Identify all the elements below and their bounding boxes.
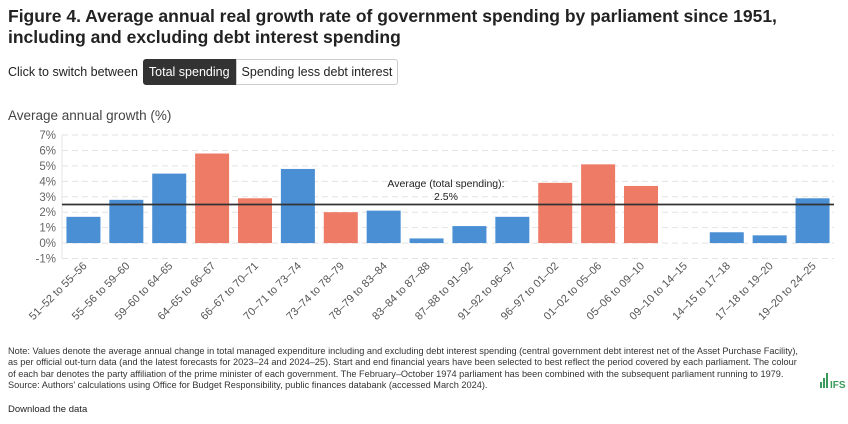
ifs-logo: IFS <box>820 373 846 390</box>
bar-05–06 to 09–10 <box>624 185 658 244</box>
bar-66–67 to 70–71 <box>238 198 272 244</box>
bar-17–18 to 19–20 <box>752 235 787 244</box>
bar-96–97 to 01–02 <box>538 182 573 244</box>
average-label: Average (total spending): <box>387 178 504 190</box>
y-tick-label: -1% <box>36 254 56 266</box>
y-tick-label: 0% <box>39 238 56 250</box>
download-data-link[interactable]: Download the data <box>8 404 88 415</box>
series-toggle: Click to switch between Total spending S… <box>8 59 399 85</box>
bar-78–79 to 83–84 <box>366 210 401 244</box>
y-tick-label: 2% <box>39 207 56 219</box>
spending-less-debt-interest-button[interactable]: Spending less debt interest <box>235 59 399 85</box>
y-axis-label: Average annual growth (%) <box>8 108 172 123</box>
toggle-label: Click to switch between <box>8 65 138 79</box>
svg-text:IFS: IFS <box>830 380 846 390</box>
bar-51–52 to 55–56 <box>66 216 101 244</box>
bar-59–60 to 64–65 <box>152 173 187 244</box>
bar-64–65 to 66–67 <box>195 153 230 244</box>
bar-55–56 to 59–60 <box>109 199 144 244</box>
figure-title: Figure 4. Average annual real growth rat… <box>8 6 777 47</box>
bar-70–71 to 73–74 <box>280 168 315 244</box>
bar-91–92 to 96–97 <box>495 216 530 244</box>
average-value-label: 2.5% <box>434 191 458 203</box>
y-tick-label: 4% <box>39 176 56 188</box>
y-tick-label: 7% <box>39 130 56 142</box>
bar-19–20 to 24–25 <box>795 198 830 244</box>
bar-87–88 to 91–92 <box>452 226 487 244</box>
bar-14–15 to 17–18 <box>709 232 744 244</box>
y-tick-label: 5% <box>39 161 56 173</box>
y-tick-label: 1% <box>39 223 56 235</box>
y-tick-label: 6% <box>39 145 56 157</box>
chart-note: Note: Values denote the average annual c… <box>8 346 798 391</box>
total-spending-button[interactable]: Total spending <box>142 59 236 85</box>
bar-83–84 to 87–88 <box>409 238 444 244</box>
bar-73–74 to 78–79 <box>323 212 358 244</box>
y-tick-label: 3% <box>39 192 56 204</box>
